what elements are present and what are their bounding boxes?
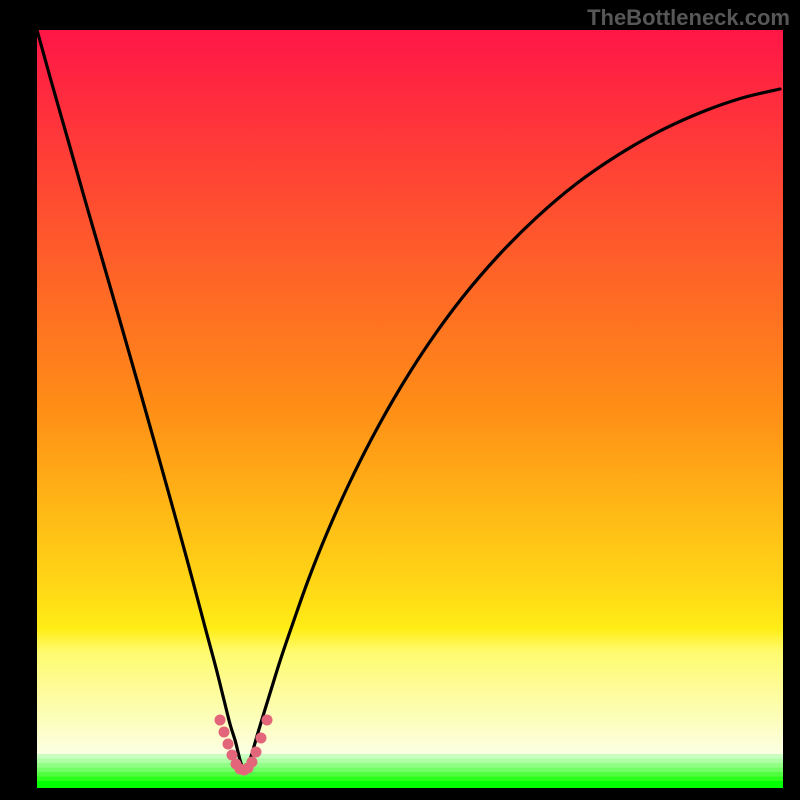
marker-dot (223, 739, 234, 750)
marker-dot (262, 715, 273, 726)
curve-left-branch (37, 30, 245, 772)
marker-dot (219, 727, 230, 738)
marker-dot (256, 733, 267, 744)
marker-dot (247, 757, 258, 768)
marker-dot (215, 715, 226, 726)
bottleneck-curve-svg (0, 0, 800, 800)
curve-right-branch (245, 89, 780, 772)
markers-group (215, 715, 273, 776)
watermark-text: TheBottleneck.com (587, 5, 790, 31)
marker-dot (251, 747, 262, 758)
